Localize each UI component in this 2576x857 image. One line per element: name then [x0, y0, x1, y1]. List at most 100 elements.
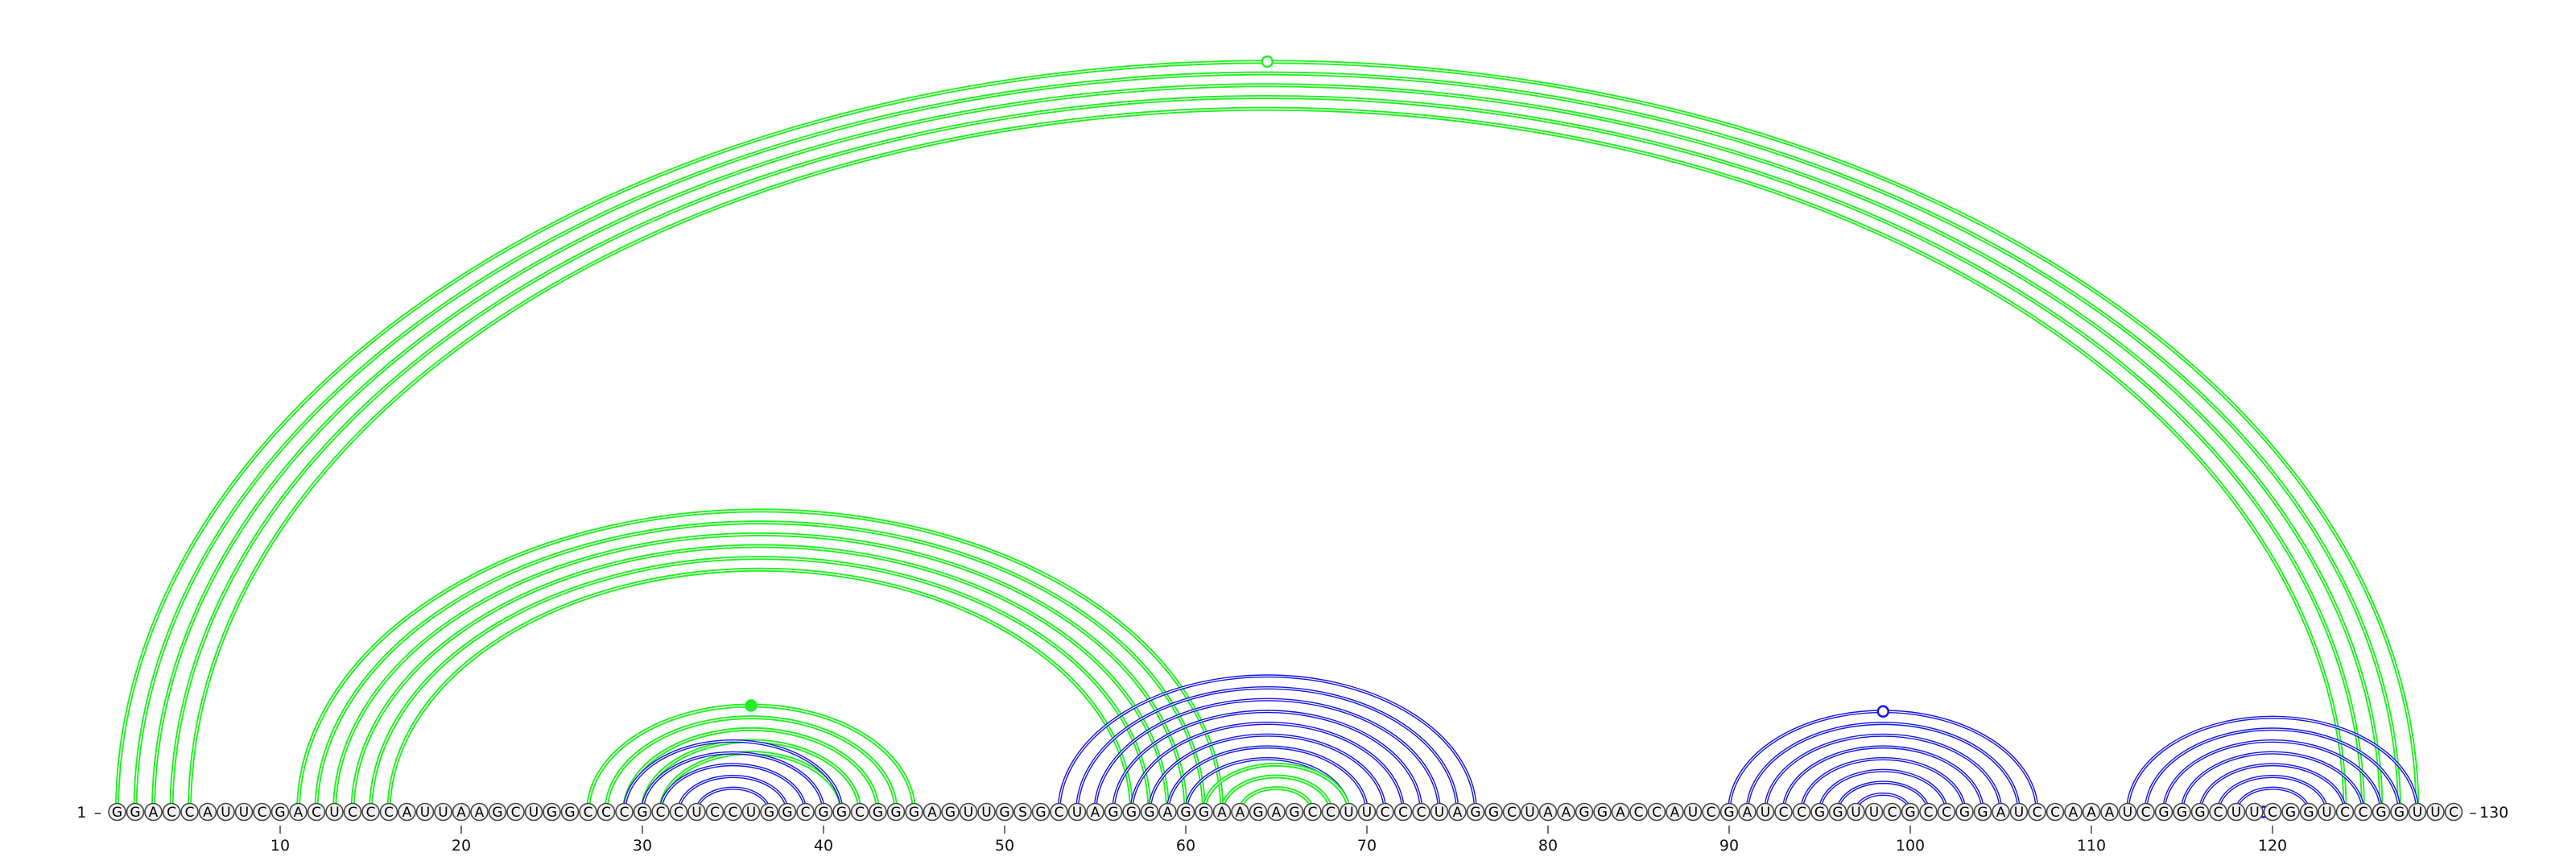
nucleotide-70: U [1357, 802, 1377, 822]
nucleotide-76: G [1466, 802, 1485, 822]
arc-core-112-128 [2127, 717, 2418, 813]
arc-core-56-73 [1113, 710, 1422, 813]
nucleotide-circle-117 [2209, 802, 2227, 822]
sequence-end-dash: – [2469, 804, 2477, 822]
nucleotide-41: G [832, 802, 851, 822]
nucleotide-circle-3 [144, 802, 163, 822]
nucleotide-circle-71 [1376, 802, 1394, 822]
nucleotide-circle-25 [543, 802, 561, 822]
nucleotide-letter-2: G [130, 805, 140, 821]
arc-core-58-71 [1149, 735, 1386, 813]
nucleotide-31: C [651, 802, 670, 822]
nucleotide-81: A [1557, 802, 1575, 822]
nucleotide-letter-74: U [1435, 805, 1444, 821]
nucleotide-circle-39 [796, 802, 815, 822]
nucleotide-letter-54: U [1072, 805, 1082, 821]
nucleotide-letter-21: A [475, 805, 485, 821]
nucleotide-circle-54 [1067, 802, 1087, 822]
nucleotide-111: A [2100, 802, 2119, 822]
nucleotide-circle-104 [1973, 802, 1992, 822]
nucleotide-letter-110: A [2087, 805, 2096, 821]
nucleotide-circle-93 [1774, 802, 1793, 822]
nucleotide-letter-83: G [1597, 805, 1608, 821]
arc-core-118-122 [2235, 788, 2310, 813]
tick-label-100: 100 [1896, 837, 1925, 855]
nucleotide-letter-15: C [366, 805, 376, 821]
tick-label-80: 80 [1538, 837, 1558, 855]
nucleotide-circle-65 [1267, 802, 1286, 822]
nucleotide-circle-129 [2426, 802, 2445, 822]
nucleotide-102: C [1937, 802, 1956, 822]
nucleotide-circle-43 [869, 802, 887, 822]
nucleotide-circle-87 [1666, 802, 1684, 822]
nucleotide-circle-37 [760, 802, 778, 822]
nucleotide-circle-81 [1557, 802, 1575, 822]
nucleotide-circle-92 [1756, 802, 1775, 822]
nucleotide-124: C [2335, 802, 2355, 822]
nucleotide-circle-24 [524, 802, 543, 822]
nucleotide-20: A [452, 802, 471, 822]
nucleotide-letter-62: A [1217, 805, 1227, 821]
nucleotide-circle-10 [270, 802, 290, 822]
nucleotide-letter-4: C [167, 805, 176, 821]
nucleotide-6: A [198, 802, 217, 822]
nucleotide-letter-88: U [1688, 805, 1698, 821]
nucleotide-letter-111: A [2105, 805, 2115, 821]
arc-blue-53-76 [1057, 674, 1477, 813]
nucleotide-letter-43: G [873, 805, 883, 821]
nucleotide-letter-104: G [1977, 805, 1988, 821]
nucleotide-53: C [1050, 802, 1068, 822]
arc-green-3-126 [151, 83, 2384, 813]
nucleotide-letter-90: G [1724, 805, 1734, 821]
nucleotide-letter-128: U [2413, 805, 2422, 821]
nucleotide-circle-67 [1303, 802, 1322, 822]
nucleotide-121: G [2281, 802, 2300, 822]
nucleotide-letter-55: A [1091, 805, 1100, 821]
nucleotide-91: A [1738, 802, 1757, 822]
nucleotide-63: A [1231, 802, 1249, 822]
arc-core-32-38 [678, 776, 788, 813]
tick-label-30: 30 [633, 837, 652, 855]
nucleotide-circle-123 [2318, 802, 2336, 822]
nucleotide-letter-58: G [1144, 805, 1154, 821]
nucleotide-circle-16 [379, 802, 398, 822]
tick-label-110: 110 [2077, 837, 2106, 855]
nucleotide-128: U [2408, 802, 2427, 822]
arc-green-13-60 [332, 532, 1188, 813]
nucleotide-60: G [1176, 802, 1195, 822]
arc-marker-2 [1261, 55, 1274, 68]
nucleotide-109: A [2064, 802, 2083, 822]
nucleotide-37: G [760, 802, 778, 822]
nucleotide-circle-47 [941, 802, 960, 822]
nucleotide-letter-53: C [1055, 805, 1064, 821]
sequence-end-label: 130 [2479, 804, 2508, 822]
nucleotide-letter-106: U [2014, 805, 2024, 821]
arc-core-115-125 [2181, 752, 2364, 813]
arc-core-55-74 [1094, 699, 1440, 813]
nucleotide-circle-96 [1828, 802, 1847, 822]
nucleotide-106: U [2009, 802, 2029, 822]
nucleotide-letter-24: U [529, 805, 539, 821]
nucleotide-circle-61 [1195, 802, 1213, 822]
nucleotide-15: C [361, 802, 380, 822]
nucleotide-58: G [1140, 802, 1159, 822]
nucleotide-59: A [1158, 802, 1177, 822]
nucleotide-83: G [1593, 802, 1612, 822]
nucleotide-letter-47: G [945, 805, 956, 821]
arc-core-28-44 [605, 717, 897, 813]
nucleotide-circle-12 [307, 802, 326, 822]
nucleotide-letter-85: C [1634, 805, 1644, 821]
nucleotide-86: C [1647, 802, 1666, 822]
nucleotide-36: U [741, 802, 761, 822]
arc-core-12-61 [316, 522, 1205, 813]
nucleotide-circle-82 [1575, 802, 1594, 822]
nucleotide-circle-118 [2227, 802, 2246, 822]
nucleotide-circle-41 [832, 802, 851, 822]
arc-core-15-58 [369, 557, 1150, 813]
nucleotide-90: G [1719, 802, 1739, 822]
nucleotide-letter-120: C [2268, 805, 2277, 821]
nucleotide-circle-35 [724, 802, 742, 822]
nucleotide-98: U [1864, 802, 1884, 822]
nucleotide-circle-90 [1719, 802, 1739, 822]
nucleotide-circle-51 [1013, 802, 1032, 822]
